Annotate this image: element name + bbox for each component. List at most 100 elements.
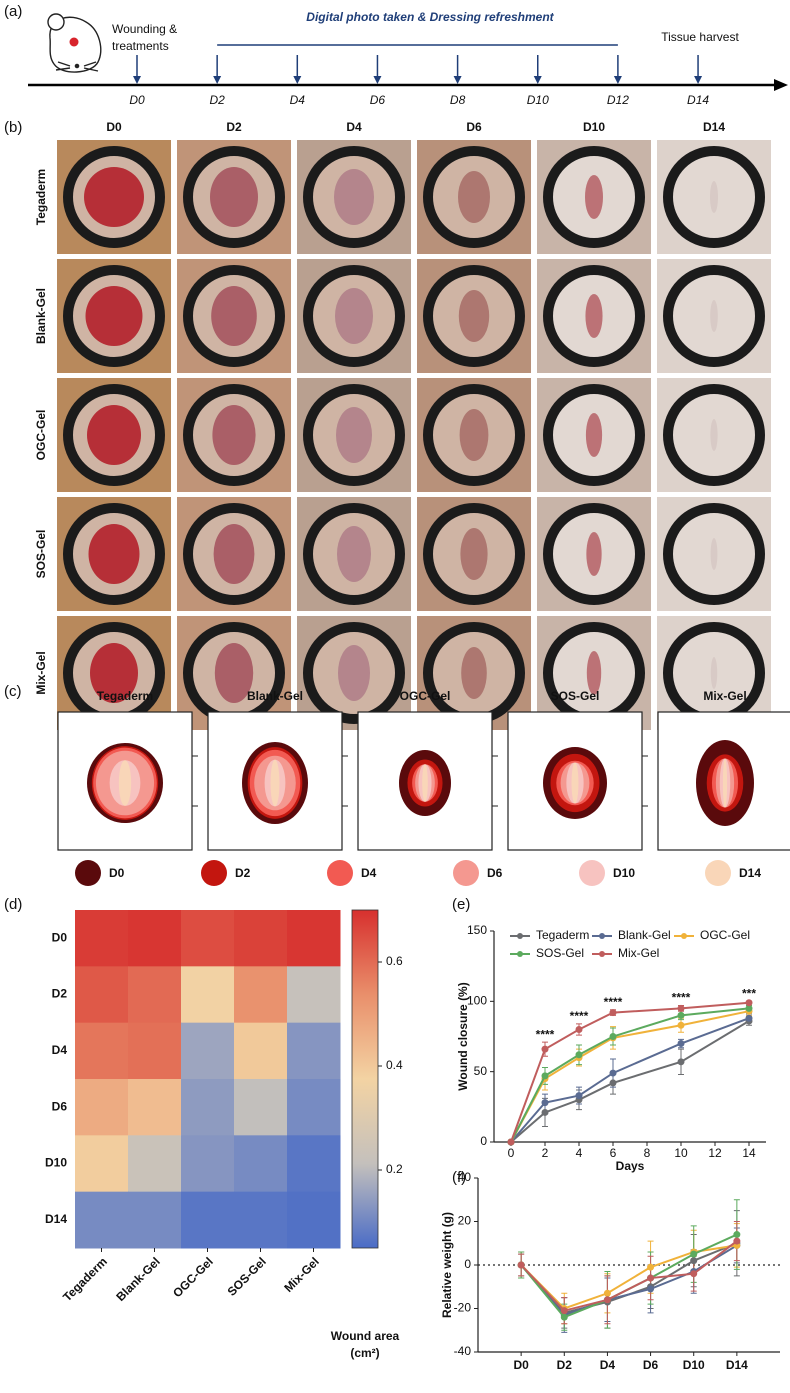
data-point	[541, 1045, 549, 1053]
legend-marker	[517, 933, 523, 939]
photo-wound	[210, 167, 258, 227]
y-tick-label: 40	[458, 1170, 472, 1184]
wound-outline	[422, 764, 428, 802]
data-point	[690, 1270, 698, 1278]
mouse-nose	[74, 63, 80, 69]
photo-wound	[585, 175, 603, 219]
photo-wound	[458, 290, 490, 342]
heatmap-cell	[234, 1135, 288, 1193]
panel-label: (b)	[4, 119, 22, 136]
heatmap-cell	[181, 1191, 235, 1249]
timeline-day: D6	[370, 93, 386, 107]
photo-wound	[87, 405, 141, 465]
row-label: SOS-Gel	[34, 530, 48, 579]
legend-marker	[599, 933, 605, 939]
wound-photo	[177, 616, 291, 730]
column-header: D2	[226, 120, 242, 134]
photo-wound	[710, 419, 718, 451]
timeline-banner: Digital photo taken & Dressing refreshme…	[306, 10, 554, 24]
heatmap-column-label: OGC-Gel	[170, 1254, 216, 1300]
wound-photo	[537, 140, 651, 254]
legend-marker	[517, 951, 523, 957]
colorbar	[351, 909, 379, 1249]
photo-ring	[303, 622, 405, 724]
photo-ring	[303, 503, 405, 605]
legend-label: D4	[361, 866, 377, 880]
y-tick-label: 50	[474, 1064, 488, 1078]
wound-photo	[177, 259, 291, 373]
heatmap-cell	[234, 966, 288, 1024]
photo-wound	[213, 524, 255, 584]
column-header: D0	[106, 120, 122, 134]
x-tick-label: D14	[726, 1358, 748, 1372]
wound-photo	[297, 259, 411, 373]
photo-ring	[63, 503, 165, 605]
column-header: D4	[346, 120, 362, 134]
photo-ring	[663, 503, 765, 605]
wound-photo	[657, 497, 771, 611]
photo-ring	[63, 384, 165, 486]
x-tick-label: D6	[643, 1358, 659, 1372]
heatmap-column-label: Blank-Gel	[113, 1254, 163, 1304]
photo-wound	[710, 300, 718, 332]
column-header: D6	[466, 120, 482, 134]
wound-outline	[571, 762, 579, 804]
legend-label: Blank-Gel	[618, 928, 671, 942]
data-point	[603, 1289, 611, 1297]
panel-label: (c)	[4, 683, 22, 700]
data-point	[690, 1250, 698, 1258]
column-header: D14	[703, 120, 725, 134]
wound-photo	[297, 497, 411, 611]
wound-photo	[537, 378, 651, 492]
timeline-arrowhead	[774, 79, 788, 91]
series-line	[510, 1017, 750, 1143]
heatmap-cell	[181, 910, 235, 967]
data-point	[575, 1051, 583, 1059]
timeline-day: D14	[687, 93, 709, 107]
panel-label: (f)	[452, 1169, 466, 1186]
x-tick-label: 12	[708, 1146, 722, 1160]
heatmap-cell	[287, 1191, 341, 1249]
wound-photo	[537, 497, 651, 611]
heatmap-cell	[287, 1079, 341, 1136]
wound-photo	[417, 378, 531, 492]
timeline-start-label: Wounding &	[112, 22, 177, 36]
timeline-day: D10	[527, 93, 549, 107]
data-point	[575, 1092, 583, 1100]
data-point	[677, 1004, 685, 1012]
x-tick-label: 4	[576, 1146, 583, 1160]
photo-ring	[543, 384, 645, 486]
series-line	[510, 1007, 750, 1143]
wound-outline	[722, 758, 728, 808]
panel-label: (e)	[452, 896, 470, 913]
y-tick-label: 150	[467, 923, 487, 937]
outline-header: Mix-Gel	[703, 689, 746, 703]
timeline-arrowhead	[293, 76, 302, 84]
photo-wound	[458, 171, 490, 223]
heatmap-cell	[234, 1022, 288, 1080]
significance-label: ****	[604, 995, 623, 1009]
timeline-arrowhead	[694, 76, 703, 84]
photo-ring	[63, 146, 165, 248]
wound-photo	[417, 259, 531, 373]
photo-ring	[423, 146, 525, 248]
wound-dot	[69, 37, 79, 47]
photo-wound	[338, 645, 370, 701]
wound-photo	[297, 616, 411, 730]
row-label: Blank-Gel	[34, 288, 48, 344]
data-point	[609, 1069, 617, 1077]
legend-marker	[681, 933, 687, 939]
wound-photo	[57, 378, 171, 492]
data-point	[647, 1263, 655, 1271]
legend-label: D10	[613, 866, 635, 880]
wound-photo	[57, 259, 171, 373]
data-point	[677, 1058, 685, 1066]
photo-ring	[303, 146, 405, 248]
photo-wound	[585, 294, 603, 338]
colorbar-label: Wound area	[331, 1329, 400, 1343]
photo-wound	[335, 288, 373, 344]
heatmap-cell	[181, 1135, 235, 1193]
timeline-end-label: Tissue harvest	[661, 30, 739, 44]
timeline-day: D2	[209, 93, 225, 107]
